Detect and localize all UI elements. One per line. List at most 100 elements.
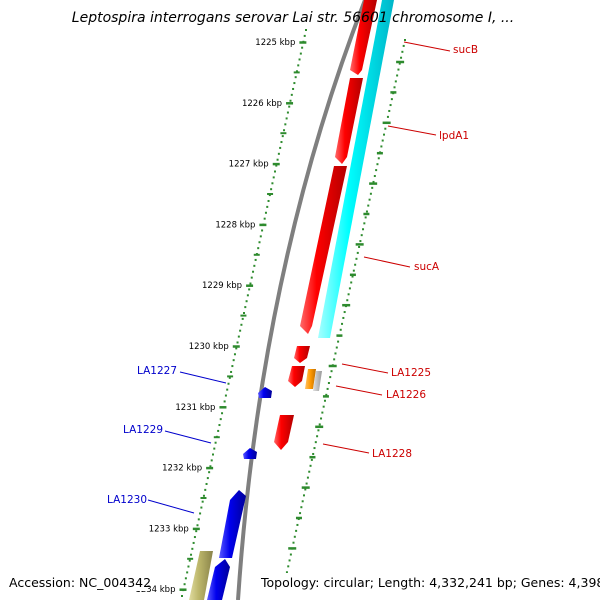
guide-dot bbox=[214, 441, 217, 444]
guide-dot bbox=[209, 465, 212, 468]
guide-dot bbox=[271, 182, 274, 185]
guide-dot bbox=[293, 535, 296, 538]
guide-dot bbox=[283, 129, 286, 132]
guide-dot bbox=[284, 123, 287, 126]
scale-tick-label: 1228 kbp bbox=[215, 220, 255, 230]
guide-dot bbox=[181, 595, 183, 597]
footer-accession: Accession: NC_004342 bbox=[9, 575, 151, 590]
reverse-strand-guide bbox=[181, 29, 307, 597]
gene-label-LA1226[interactable]: LA1226 bbox=[386, 389, 426, 401]
guide-dot bbox=[270, 188, 273, 191]
guide-dot bbox=[206, 477, 209, 480]
guide-dot bbox=[244, 306, 247, 309]
guide-dot bbox=[337, 340, 340, 343]
guide-dot bbox=[404, 39, 406, 41]
gene-label-LA1227[interactable]: LA1227 bbox=[137, 365, 177, 377]
guide-dot bbox=[233, 353, 236, 356]
cds-feature-sucA[interactable] bbox=[300, 166, 347, 334]
guide-dot bbox=[204, 488, 207, 491]
guide-dot bbox=[380, 145, 383, 148]
guide-dot bbox=[240, 323, 243, 326]
guide-dot bbox=[266, 205, 269, 208]
guide-dot bbox=[221, 412, 224, 415]
scale-ticks: 1225 kbp 1226 kbp 1227 kbp 1228 kbp 1229 kbp… bbox=[135, 38, 405, 595]
guide-dot bbox=[335, 346, 338, 349]
cds-feature-LA1227[interactable] bbox=[258, 387, 272, 398]
guide-dot bbox=[375, 169, 378, 172]
gene-label-LA1228[interactable]: LA1228 bbox=[372, 448, 412, 460]
guide-dot bbox=[254, 258, 257, 261]
cds-feature-LA1228[interactable] bbox=[274, 415, 294, 450]
guide-dot bbox=[235, 347, 238, 350]
misc-feature[interactable] bbox=[305, 369, 316, 389]
guide-dot bbox=[341, 322, 344, 325]
guide-dot bbox=[243, 312, 245, 314]
cds-feature-reverse[interactable] bbox=[207, 559, 230, 600]
guide-dot bbox=[289, 553, 292, 556]
guide-dot bbox=[308, 470, 311, 473]
scale-tick-label: 1233 kbp bbox=[149, 524, 189, 534]
guide-dot bbox=[314, 441, 317, 444]
guide-dot bbox=[272, 176, 275, 179]
guide-dot bbox=[334, 352, 337, 355]
guide-dot bbox=[200, 506, 203, 509]
guide-dot bbox=[318, 423, 321, 426]
cds-feature-LA1226[interactable] bbox=[288, 366, 305, 387]
guide-dot bbox=[205, 482, 208, 485]
guide-dot bbox=[322, 405, 325, 408]
guide-dot bbox=[327, 382, 330, 385]
guide-dot bbox=[397, 68, 400, 71]
guide-dot bbox=[297, 64, 300, 67]
guide-dot bbox=[303, 34, 306, 37]
guide-dot bbox=[223, 400, 226, 403]
cds-feature-lpdA1[interactable] bbox=[335, 78, 363, 164]
guide-dot bbox=[362, 228, 365, 231]
guide-dot bbox=[310, 458, 313, 461]
guide-dot bbox=[299, 52, 302, 55]
gene-label-LA1225[interactable]: LA1225 bbox=[391, 367, 431, 379]
guide-dot bbox=[201, 500, 204, 503]
orf-feature[interactable] bbox=[318, 0, 394, 338]
guide-dot bbox=[309, 464, 312, 467]
guide-dot bbox=[326, 387, 329, 390]
guide-dot bbox=[320, 417, 323, 420]
guide-dot bbox=[231, 365, 234, 368]
guide-dot bbox=[261, 229, 264, 232]
cds-feature-sucB[interactable] bbox=[350, 0, 377, 75]
guide-dot bbox=[390, 98, 393, 101]
cds-feature-LA1230[interactable] bbox=[219, 490, 246, 558]
cds-feature-LA1225[interactable] bbox=[294, 346, 310, 363]
guide-dot bbox=[263, 217, 266, 220]
guide-dot bbox=[393, 86, 396, 89]
guide-dot bbox=[394, 80, 397, 83]
guide-dot bbox=[191, 547, 194, 550]
misc-feature-small[interactable] bbox=[313, 371, 322, 391]
gene-label-lpdA1[interactable]: lpdA1 bbox=[439, 130, 469, 142]
guide-dot bbox=[232, 359, 235, 362]
guide-dot bbox=[377, 157, 380, 160]
gene-label-sucB[interactable]: sucB bbox=[453, 44, 478, 56]
guide-dot bbox=[253, 264, 256, 267]
gene-label-LA1230[interactable]: LA1230 bbox=[107, 494, 147, 506]
guide-dot bbox=[351, 275, 354, 278]
gene-label-LA1229[interactable]: LA1229 bbox=[123, 424, 163, 436]
guide-dot bbox=[279, 146, 282, 149]
scale-tick-label: 1230 kbp bbox=[189, 342, 229, 352]
guide-dot bbox=[213, 447, 216, 450]
guide-dot bbox=[367, 204, 370, 207]
guide-dot bbox=[321, 411, 324, 414]
guide-dot bbox=[285, 117, 288, 120]
cds-feature-LA1229[interactable] bbox=[243, 448, 257, 459]
callout-line-sucB bbox=[403, 41, 451, 52]
other-feature[interactable] bbox=[189, 551, 213, 600]
map-title: Leptospira interrogans serovar Lai str. … bbox=[72, 10, 514, 26]
guide-dot bbox=[202, 494, 205, 497]
guide-dot bbox=[354, 263, 357, 266]
guide-dot bbox=[401, 50, 404, 53]
guide-dot bbox=[386, 115, 389, 118]
guide-dot bbox=[276, 158, 279, 161]
gene-label-sucA[interactable]: sucA bbox=[414, 261, 440, 273]
callout-line-sucA bbox=[363, 256, 411, 268]
